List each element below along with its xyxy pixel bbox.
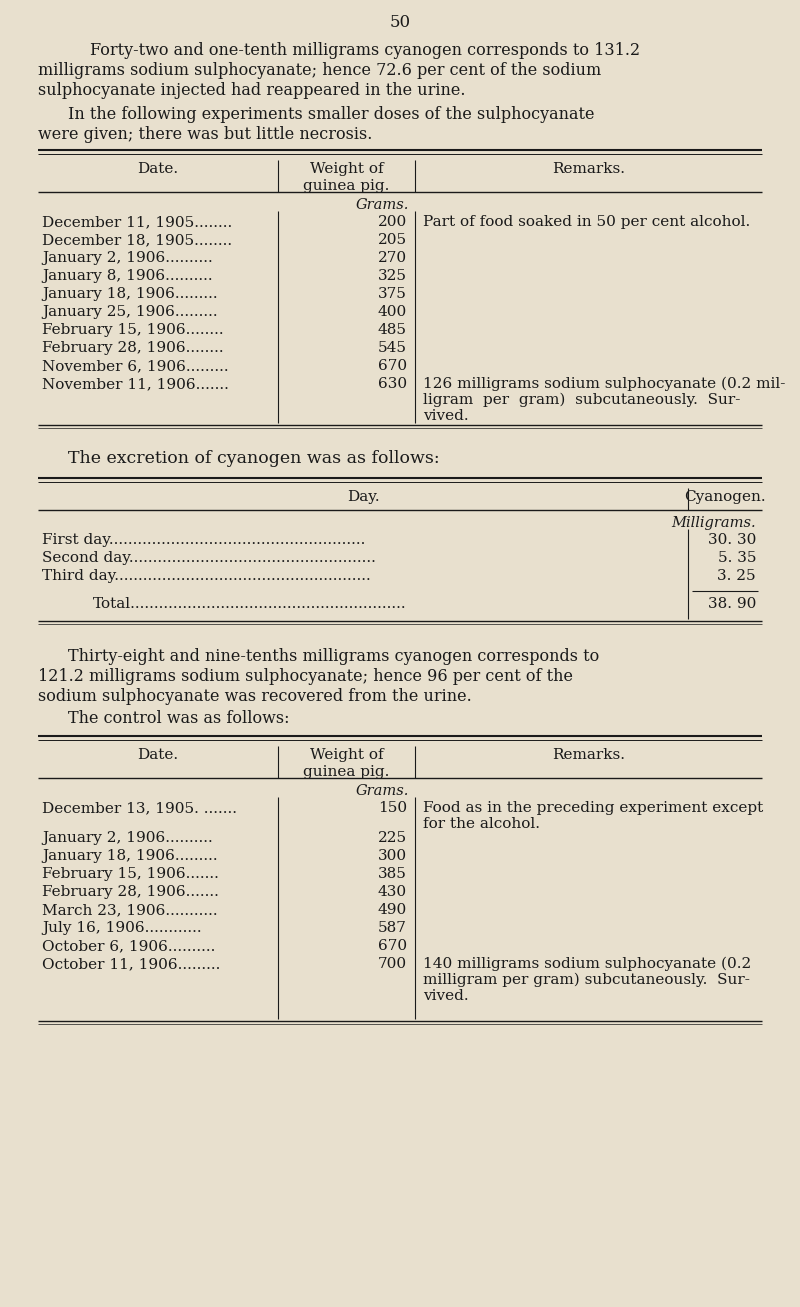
Text: Day.: Day. (346, 490, 379, 505)
Text: milligram per gram) subcutaneously.  Sur-: milligram per gram) subcutaneously. Sur- (423, 972, 750, 987)
Text: 121.2 milligrams sodium sulphocyanate; hence 96 per cent of the: 121.2 milligrams sodium sulphocyanate; h… (38, 668, 573, 685)
Text: December 18, 1905........: December 18, 1905........ (42, 233, 232, 247)
Text: 38. 90: 38. 90 (708, 597, 756, 610)
Text: Food as in the preceding experiment except: Food as in the preceding experiment exce… (423, 801, 763, 816)
Text: In the following experiments smaller doses of the sulphocyanate: In the following experiments smaller dos… (68, 106, 594, 123)
Text: 430: 430 (378, 885, 407, 899)
Text: Remarks.: Remarks. (552, 748, 625, 762)
Text: Forty-two and one-tenth milligrams cyanogen corresponds to 131.2: Forty-two and one-tenth milligrams cyano… (90, 42, 640, 59)
Text: 30. 30: 30. 30 (708, 533, 756, 548)
Text: December 13, 1905. .......: December 13, 1905. ....... (42, 801, 237, 816)
Text: sulphocyanate injected had reappeared in the urine.: sulphocyanate injected had reappeared in… (38, 82, 466, 99)
Text: 5. 35: 5. 35 (718, 552, 756, 565)
Text: Thirty-eight and nine-tenths milligrams cyanogen corresponds to: Thirty-eight and nine-tenths milligrams … (68, 648, 599, 665)
Text: The excretion of cyanogen was as follows:: The excretion of cyanogen was as follows… (68, 450, 440, 467)
Text: 670: 670 (378, 938, 407, 953)
Text: Third day......................................................: Third day...............................… (42, 569, 370, 583)
Text: Second day....................................................: Second day..............................… (42, 552, 376, 565)
Text: January 2, 1906..........: January 2, 1906.......... (42, 251, 213, 265)
Text: 700: 700 (378, 957, 407, 971)
Text: 150: 150 (378, 801, 407, 816)
Text: Date.: Date. (138, 748, 178, 762)
Text: sodium sulphocyanate was recovered from the urine.: sodium sulphocyanate was recovered from … (38, 687, 472, 704)
Text: 385: 385 (378, 867, 407, 881)
Text: January 18, 1906.........: January 18, 1906......... (42, 850, 218, 863)
Text: November 6, 1906.........: November 6, 1906......... (42, 359, 229, 372)
Text: December 11, 1905........: December 11, 1905........ (42, 214, 232, 229)
Text: milligrams sodium sulphocyanate; hence 72.6 per cent of the sodium: milligrams sodium sulphocyanate; hence 7… (38, 61, 602, 78)
Text: 587: 587 (378, 921, 407, 935)
Text: February 28, 1906........: February 28, 1906........ (42, 341, 224, 356)
Text: 205: 205 (378, 233, 407, 247)
Text: January 25, 1906.........: January 25, 1906......... (42, 305, 218, 319)
Text: 300: 300 (378, 850, 407, 863)
Text: ligram  per  gram)  subcutaneously.  Sur-: ligram per gram) subcutaneously. Sur- (423, 393, 740, 408)
Text: Total..........................................................: Total...................................… (93, 597, 406, 610)
Text: 325: 325 (378, 269, 407, 284)
Text: February 28, 1906.......: February 28, 1906....... (42, 885, 219, 899)
Text: 630: 630 (378, 376, 407, 391)
Text: January 2, 1906..........: January 2, 1906.......... (42, 831, 213, 846)
Text: 545: 545 (378, 341, 407, 356)
Text: vived.: vived. (423, 989, 469, 1002)
Text: Weight of
guinea pig.: Weight of guinea pig. (303, 748, 390, 779)
Text: Grams.: Grams. (356, 197, 409, 212)
Text: 485: 485 (378, 323, 407, 337)
Text: Date.: Date. (138, 162, 178, 176)
Text: March 23, 1906...........: March 23, 1906........... (42, 903, 218, 918)
Text: 375: 375 (378, 288, 407, 301)
Text: 126 milligrams sodium sulphocyanate (0.2 mil-: 126 milligrams sodium sulphocyanate (0.2… (423, 376, 786, 391)
Text: 400: 400 (378, 305, 407, 319)
Text: Weight of
guinea pig.: Weight of guinea pig. (303, 162, 390, 193)
Text: February 15, 1906.......: February 15, 1906....... (42, 867, 219, 881)
Text: 225: 225 (378, 831, 407, 846)
Text: The control was as follows:: The control was as follows: (68, 710, 290, 727)
Text: were given; there was but little necrosis.: were given; there was but little necrosi… (38, 125, 372, 142)
Text: 270: 270 (378, 251, 407, 265)
Text: vived.: vived. (423, 409, 469, 423)
Text: November 11, 1906.......: November 11, 1906....... (42, 376, 229, 391)
Text: 140 milligrams sodium sulphocyanate (0.2: 140 milligrams sodium sulphocyanate (0.2 (423, 957, 751, 971)
Text: 3. 25: 3. 25 (718, 569, 756, 583)
Text: Part of food soaked in 50 per cent alcohol.: Part of food soaked in 50 per cent alcoh… (423, 214, 750, 229)
Text: 670: 670 (378, 359, 407, 372)
Text: January 8, 1906..........: January 8, 1906.......... (42, 269, 213, 284)
Text: for the alcohol.: for the alcohol. (423, 817, 540, 831)
Text: October 11, 1906.........: October 11, 1906......... (42, 957, 220, 971)
Text: October 6, 1906..........: October 6, 1906.......... (42, 938, 215, 953)
Text: 490: 490 (378, 903, 407, 918)
Text: 50: 50 (390, 14, 410, 31)
Text: 200: 200 (378, 214, 407, 229)
Text: Cyanogen.: Cyanogen. (684, 490, 766, 505)
Text: February 15, 1906........: February 15, 1906........ (42, 323, 224, 337)
Text: July 16, 1906............: July 16, 1906............ (42, 921, 202, 935)
Text: Remarks.: Remarks. (552, 162, 625, 176)
Text: January 18, 1906.........: January 18, 1906......... (42, 288, 218, 301)
Text: Grams.: Grams. (356, 784, 409, 799)
Text: First day......................................................: First day...............................… (42, 533, 366, 548)
Text: Milligrams.: Milligrams. (671, 516, 756, 531)
